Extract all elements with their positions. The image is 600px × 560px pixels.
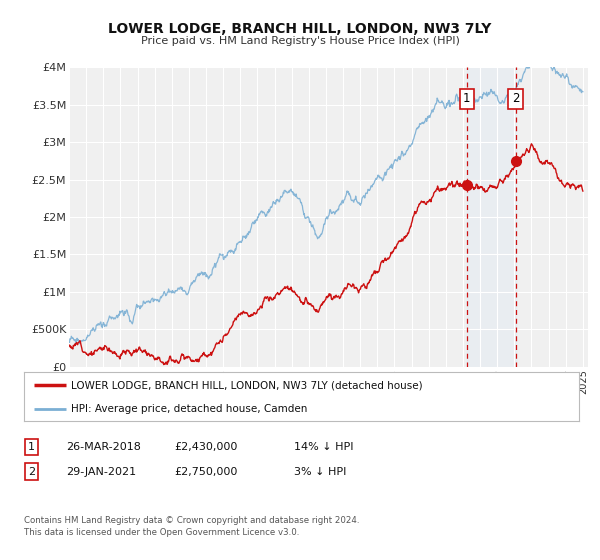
Text: 14% ↓ HPI: 14% ↓ HPI: [294, 442, 353, 452]
Text: LOWER LODGE, BRANCH HILL, LONDON, NW3 7LY (detached house): LOWER LODGE, BRANCH HILL, LONDON, NW3 7L…: [71, 380, 423, 390]
Text: 26-MAR-2018: 26-MAR-2018: [66, 442, 141, 452]
Text: 1: 1: [28, 442, 35, 452]
Text: HPI: Average price, detached house, Camden: HPI: Average price, detached house, Camd…: [71, 404, 308, 414]
Text: Contains HM Land Registry data © Crown copyright and database right 2024.
This d: Contains HM Land Registry data © Crown c…: [24, 516, 359, 537]
Text: 2: 2: [512, 92, 520, 105]
Text: Price paid vs. HM Land Registry's House Price Index (HPI): Price paid vs. HM Land Registry's House …: [140, 36, 460, 46]
Text: 29-JAN-2021: 29-JAN-2021: [66, 466, 136, 477]
Text: LOWER LODGE, BRANCH HILL, LONDON, NW3 7LY: LOWER LODGE, BRANCH HILL, LONDON, NW3 7L…: [109, 22, 491, 36]
Text: 1: 1: [463, 92, 470, 105]
Text: 3% ↓ HPI: 3% ↓ HPI: [294, 466, 346, 477]
Text: £2,430,000: £2,430,000: [174, 442, 238, 452]
Bar: [467, 67, 516, 367]
Text: £2,750,000: £2,750,000: [174, 466, 238, 477]
Text: 2: 2: [28, 466, 35, 477]
